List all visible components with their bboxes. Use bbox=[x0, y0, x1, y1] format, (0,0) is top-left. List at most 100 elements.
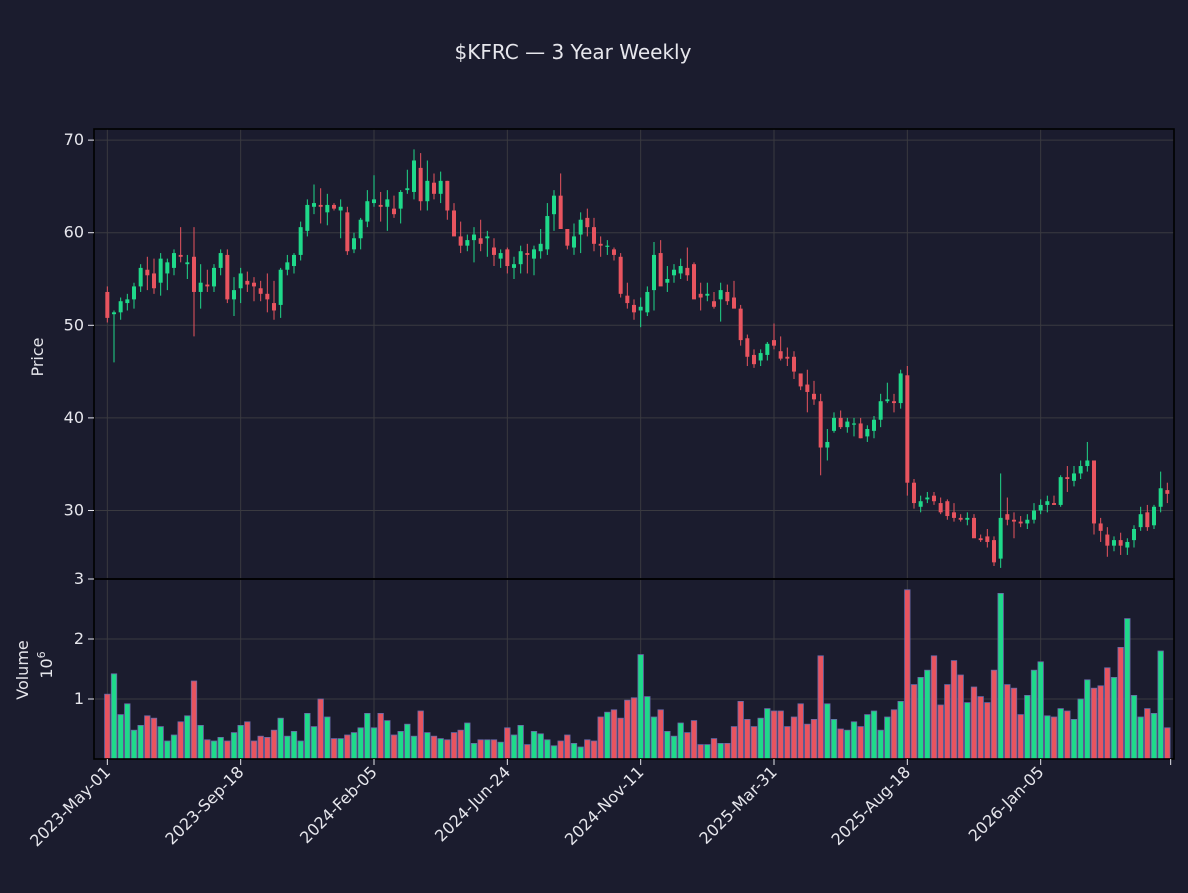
x-tick-label: 2024-Feb-05 bbox=[296, 762, 381, 847]
candle-body bbox=[518, 251, 523, 265]
candle-body bbox=[658, 253, 663, 287]
candle-body bbox=[385, 199, 390, 207]
candle-body bbox=[845, 421, 850, 428]
candle-body bbox=[198, 282, 203, 292]
volume-bars bbox=[104, 589, 1171, 760]
x-tick-label: 2026-Jan-05 bbox=[965, 762, 1048, 845]
volume-bar bbox=[1090, 687, 1098, 760]
volume-bar bbox=[1117, 647, 1124, 760]
candle-body bbox=[892, 401, 896, 404]
volume-bar bbox=[1044, 715, 1051, 760]
volume-bar bbox=[117, 714, 124, 760]
volume-bar bbox=[830, 719, 838, 760]
candle-body bbox=[1012, 519, 1016, 522]
candle-body bbox=[158, 258, 163, 283]
grid-lines bbox=[94, 129, 1174, 759]
volume-bar bbox=[937, 704, 944, 760]
volume-bar bbox=[210, 740, 218, 760]
volume-bar bbox=[1144, 708, 1151, 760]
candle-body bbox=[338, 206, 343, 211]
volume-bar bbox=[644, 696, 651, 760]
volume-bar bbox=[997, 593, 1004, 760]
candle-body bbox=[698, 293, 703, 298]
volume-bar bbox=[697, 744, 704, 760]
price-candles bbox=[105, 149, 1170, 568]
volume-bar bbox=[744, 719, 751, 760]
volume-bar bbox=[1024, 695, 1031, 760]
volume-bar bbox=[690, 720, 698, 760]
candle-body bbox=[1005, 514, 1010, 520]
candle-body bbox=[1132, 529, 1136, 541]
candle-body bbox=[992, 540, 996, 563]
volume-bar bbox=[544, 739, 551, 760]
volume-bar bbox=[1070, 719, 1078, 760]
volume-bar bbox=[677, 722, 684, 760]
candle-body bbox=[1112, 540, 1116, 546]
volume-bar bbox=[464, 722, 471, 760]
volume-bar bbox=[164, 740, 171, 760]
volume-bar bbox=[244, 721, 251, 760]
volume-bar bbox=[1164, 727, 1171, 760]
candle-body bbox=[485, 236, 490, 239]
candle-body bbox=[512, 264, 516, 268]
candle-body bbox=[705, 293, 710, 296]
volume-bar bbox=[124, 703, 131, 760]
candle-body bbox=[952, 512, 956, 518]
price-tick-label: 50 bbox=[64, 315, 84, 334]
x-tick-label: 2024-Nov-11 bbox=[561, 762, 648, 849]
candle-body bbox=[738, 308, 743, 341]
candle-body bbox=[685, 267, 690, 276]
candle-body bbox=[345, 212, 350, 252]
candle-body bbox=[572, 236, 576, 248]
volume-bar bbox=[417, 710, 424, 760]
volume-bar bbox=[457, 729, 464, 760]
volume-bar bbox=[910, 684, 918, 760]
volume-bar bbox=[1037, 661, 1044, 760]
candle-body bbox=[652, 254, 656, 291]
candle-body bbox=[445, 180, 450, 211]
candle-body bbox=[472, 234, 476, 241]
candle-body bbox=[458, 236, 463, 246]
candle-body bbox=[478, 238, 483, 244]
volume-bar bbox=[150, 717, 158, 760]
volume-bar bbox=[230, 732, 238, 760]
candle-body bbox=[118, 301, 123, 313]
price-axis-label: Price bbox=[28, 337, 47, 376]
volume-bar bbox=[704, 744, 711, 760]
candle-body bbox=[918, 501, 923, 507]
volume-bar bbox=[284, 735, 291, 760]
candle-body bbox=[598, 243, 603, 246]
candle-body bbox=[825, 441, 830, 448]
volume-bar bbox=[384, 720, 391, 760]
volume-bar bbox=[224, 740, 231, 760]
volume-bar bbox=[1030, 669, 1038, 760]
candle-body bbox=[592, 227, 596, 244]
volume-bar bbox=[530, 731, 538, 760]
candle-body bbox=[885, 399, 890, 402]
candle-body bbox=[285, 262, 290, 270]
candle-body bbox=[1085, 460, 1090, 467]
candle-body bbox=[965, 517, 970, 520]
candle-body bbox=[305, 204, 310, 231]
candle-body bbox=[398, 191, 403, 209]
volume-panel-frame bbox=[93, 578, 1175, 760]
volume-tick-label: 3 bbox=[74, 569, 84, 588]
volume-bar bbox=[610, 709, 618, 760]
x-tick-label: 2023-May-01 bbox=[26, 762, 114, 850]
candle-body bbox=[638, 306, 643, 311]
candle-body bbox=[392, 208, 396, 215]
candle-body bbox=[178, 254, 183, 257]
volume-bar bbox=[864, 714, 871, 760]
candle-body bbox=[438, 180, 443, 194]
candle-body bbox=[538, 243, 543, 252]
candle-body bbox=[565, 229, 570, 246]
candle-body bbox=[418, 167, 423, 202]
volume-bar bbox=[984, 702, 991, 760]
candle-body bbox=[505, 249, 510, 267]
volume-bar bbox=[1110, 677, 1118, 760]
candle-body bbox=[665, 279, 670, 283]
volume-bar bbox=[764, 708, 771, 760]
candle-body bbox=[145, 269, 150, 276]
volume-bar bbox=[270, 729, 278, 760]
candle-body bbox=[925, 497, 930, 500]
